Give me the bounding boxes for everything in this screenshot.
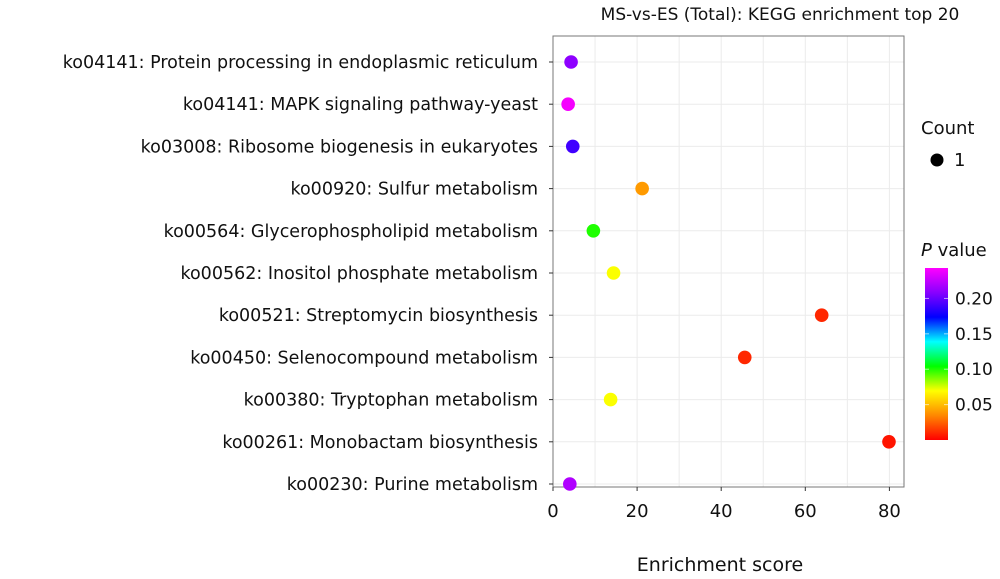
x-tick-label: 20 bbox=[626, 501, 649, 522]
y-tick-label: ko00521: Streptomycin biosynthesis bbox=[219, 306, 538, 326]
data-points bbox=[561, 55, 896, 491]
pvalue-colorbar bbox=[925, 268, 948, 440]
chart-title: MS-vs-ES (Total): KEGG enrichment top 20 bbox=[601, 5, 960, 25]
data-point bbox=[564, 55, 578, 69]
x-axis-ticks: 0 20 40 60 80 bbox=[547, 487, 901, 522]
y-tick-label: ko00562: Inositol phosphate metabolism bbox=[180, 264, 538, 284]
pvalue-legend-title-italic: P bbox=[921, 240, 932, 261]
colorbar-tick-label: 0.20 bbox=[955, 289, 993, 309]
data-point bbox=[882, 435, 896, 449]
data-point bbox=[606, 266, 621, 280]
data-point bbox=[563, 477, 577, 491]
x-tick-label: 40 bbox=[710, 501, 733, 522]
plot-frame bbox=[552, 35, 905, 488]
x-tick-label: 80 bbox=[878, 501, 901, 522]
y-tick-label: ko00920: Sulfur metabolism bbox=[290, 180, 538, 200]
pvalue-legend-title: P value bbox=[921, 240, 987, 261]
pvalue-legend-title-rest: value bbox=[932, 240, 987, 261]
y-tick-label: ko00380: Tryptophan metabolism bbox=[244, 391, 538, 411]
count-legend-value: 1 bbox=[954, 150, 965, 171]
pvalue-legend: P value 0.20 0.15 0.10 0.05 bbox=[921, 240, 993, 440]
y-tick-label: ko04141: Protein processing in endoplasm… bbox=[63, 53, 538, 73]
count-legend-title: Count bbox=[921, 118, 974, 139]
y-tick-label: ko03008: Ribosome biogenesis in eukaryot… bbox=[141, 137, 538, 157]
colorbar-ticks: 0.20 0.15 0.10 0.05 bbox=[925, 289, 993, 416]
count-legend: Count 1 bbox=[921, 118, 974, 171]
x-tick-label: 60 bbox=[794, 501, 817, 522]
data-point bbox=[603, 392, 618, 407]
x-axis-label: Enrichment score bbox=[637, 554, 803, 576]
colorbar-tick-label: 0.15 bbox=[955, 325, 993, 345]
y-tick-label: ko00450: Selenocompound metabolism bbox=[190, 348, 538, 368]
y-axis-labels: ko04141: Protein processing in endoplasm… bbox=[63, 53, 553, 495]
colorbar-tick-label: 0.10 bbox=[955, 360, 993, 380]
data-point bbox=[586, 224, 601, 238]
count-legend-dot bbox=[930, 153, 944, 167]
y-tick-label: ko00261: Monobactam biosynthesis bbox=[222, 433, 538, 453]
data-point bbox=[814, 308, 829, 323]
colorbar-tick-label: 0.05 bbox=[955, 396, 993, 416]
data-point bbox=[635, 181, 649, 196]
y-tick-label: ko04141: MAPK signaling pathway-yeast bbox=[183, 95, 538, 115]
y-tick-label: ko00564: Glycerophospholipid metabolism bbox=[164, 222, 538, 242]
grid bbox=[552, 36, 904, 487]
data-point bbox=[737, 350, 752, 365]
x-tick-label: 0 bbox=[547, 501, 558, 522]
y-tick-label: ko00230: Purine metabolism bbox=[287, 475, 538, 495]
data-point bbox=[561, 97, 575, 111]
data-point bbox=[565, 139, 580, 154]
